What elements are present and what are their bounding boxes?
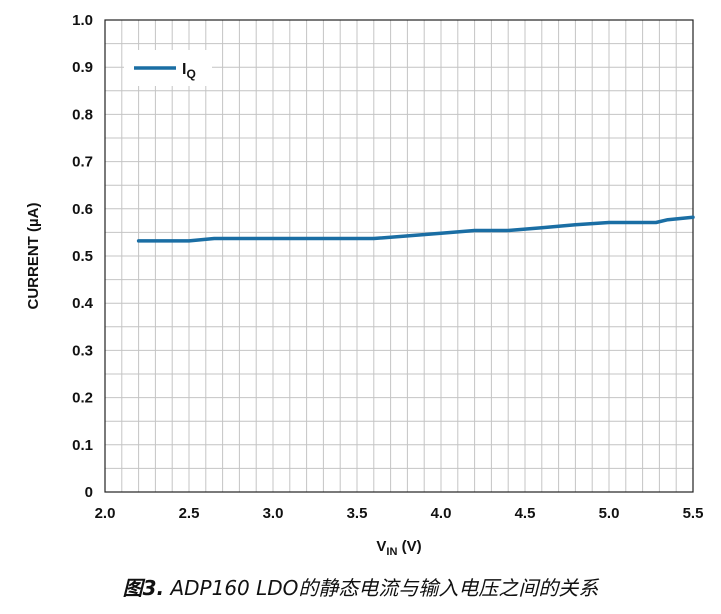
- series-line-iq: [136, 215, 695, 243]
- caption-text: ADP160 LDO的静态电流与输入电压之间的关系: [164, 576, 599, 600]
- y-tick-label: 0.3: [72, 342, 93, 359]
- x-tick-label: 5.0: [599, 505, 620, 522]
- y-tick-labels: 0 0.1 0.2 0.3 0.4 0.5 0.6 0.7 0.8 0.9 1.0: [72, 12, 94, 501]
- x-tick-label: 4.5: [515, 505, 536, 522]
- x-axis-label: VIN (V): [376, 538, 421, 558]
- x-tick-label: 2.5: [179, 505, 200, 522]
- y-tick-label: 0: [85, 484, 93, 501]
- legend-label-iq: IQ: [182, 61, 196, 81]
- grid: [105, 20, 693, 492]
- plot-frame: [104, 19, 694, 493]
- x-tick-label: 2.0: [95, 505, 116, 522]
- figure-caption: 图3. ADP160 LDO的静态电流与输入电压之间的关系: [0, 572, 721, 601]
- x-tick-label: 5.5: [683, 505, 704, 522]
- y-tick-label: 0.8: [72, 106, 93, 123]
- chart: 0 0.1 0.2 0.3 0.4 0.5 0.6 0.7 0.8 0.9 1.0 2.0 2.5 3.…: [25, 12, 704, 558]
- y-tick-label: 0.4: [72, 295, 94, 312]
- y-tick-label: 1.0: [72, 12, 93, 29]
- y-tick-label: 0.7: [72, 154, 93, 171]
- x-tick-label: 3.0: [263, 505, 284, 522]
- y-tick-label: 0.5: [72, 248, 93, 265]
- x-tick-label: 4.0: [431, 505, 452, 522]
- y-tick-label: 0.2: [72, 390, 93, 407]
- y-tick-label: 0.1: [72, 437, 93, 454]
- series-group: [136, 215, 695, 243]
- y-tick-label: 0.9: [72, 59, 93, 76]
- y-axis-label: CURRENT (µA): [25, 203, 42, 310]
- y-tick-label: 0.6: [72, 201, 93, 218]
- figure-label: 图3.: [122, 576, 165, 600]
- x-tick-label: 3.5: [347, 505, 368, 522]
- x-tick-labels: 2.0 2.5 3.0 3.5 4.0 4.5 5.0 5.5: [95, 505, 704, 522]
